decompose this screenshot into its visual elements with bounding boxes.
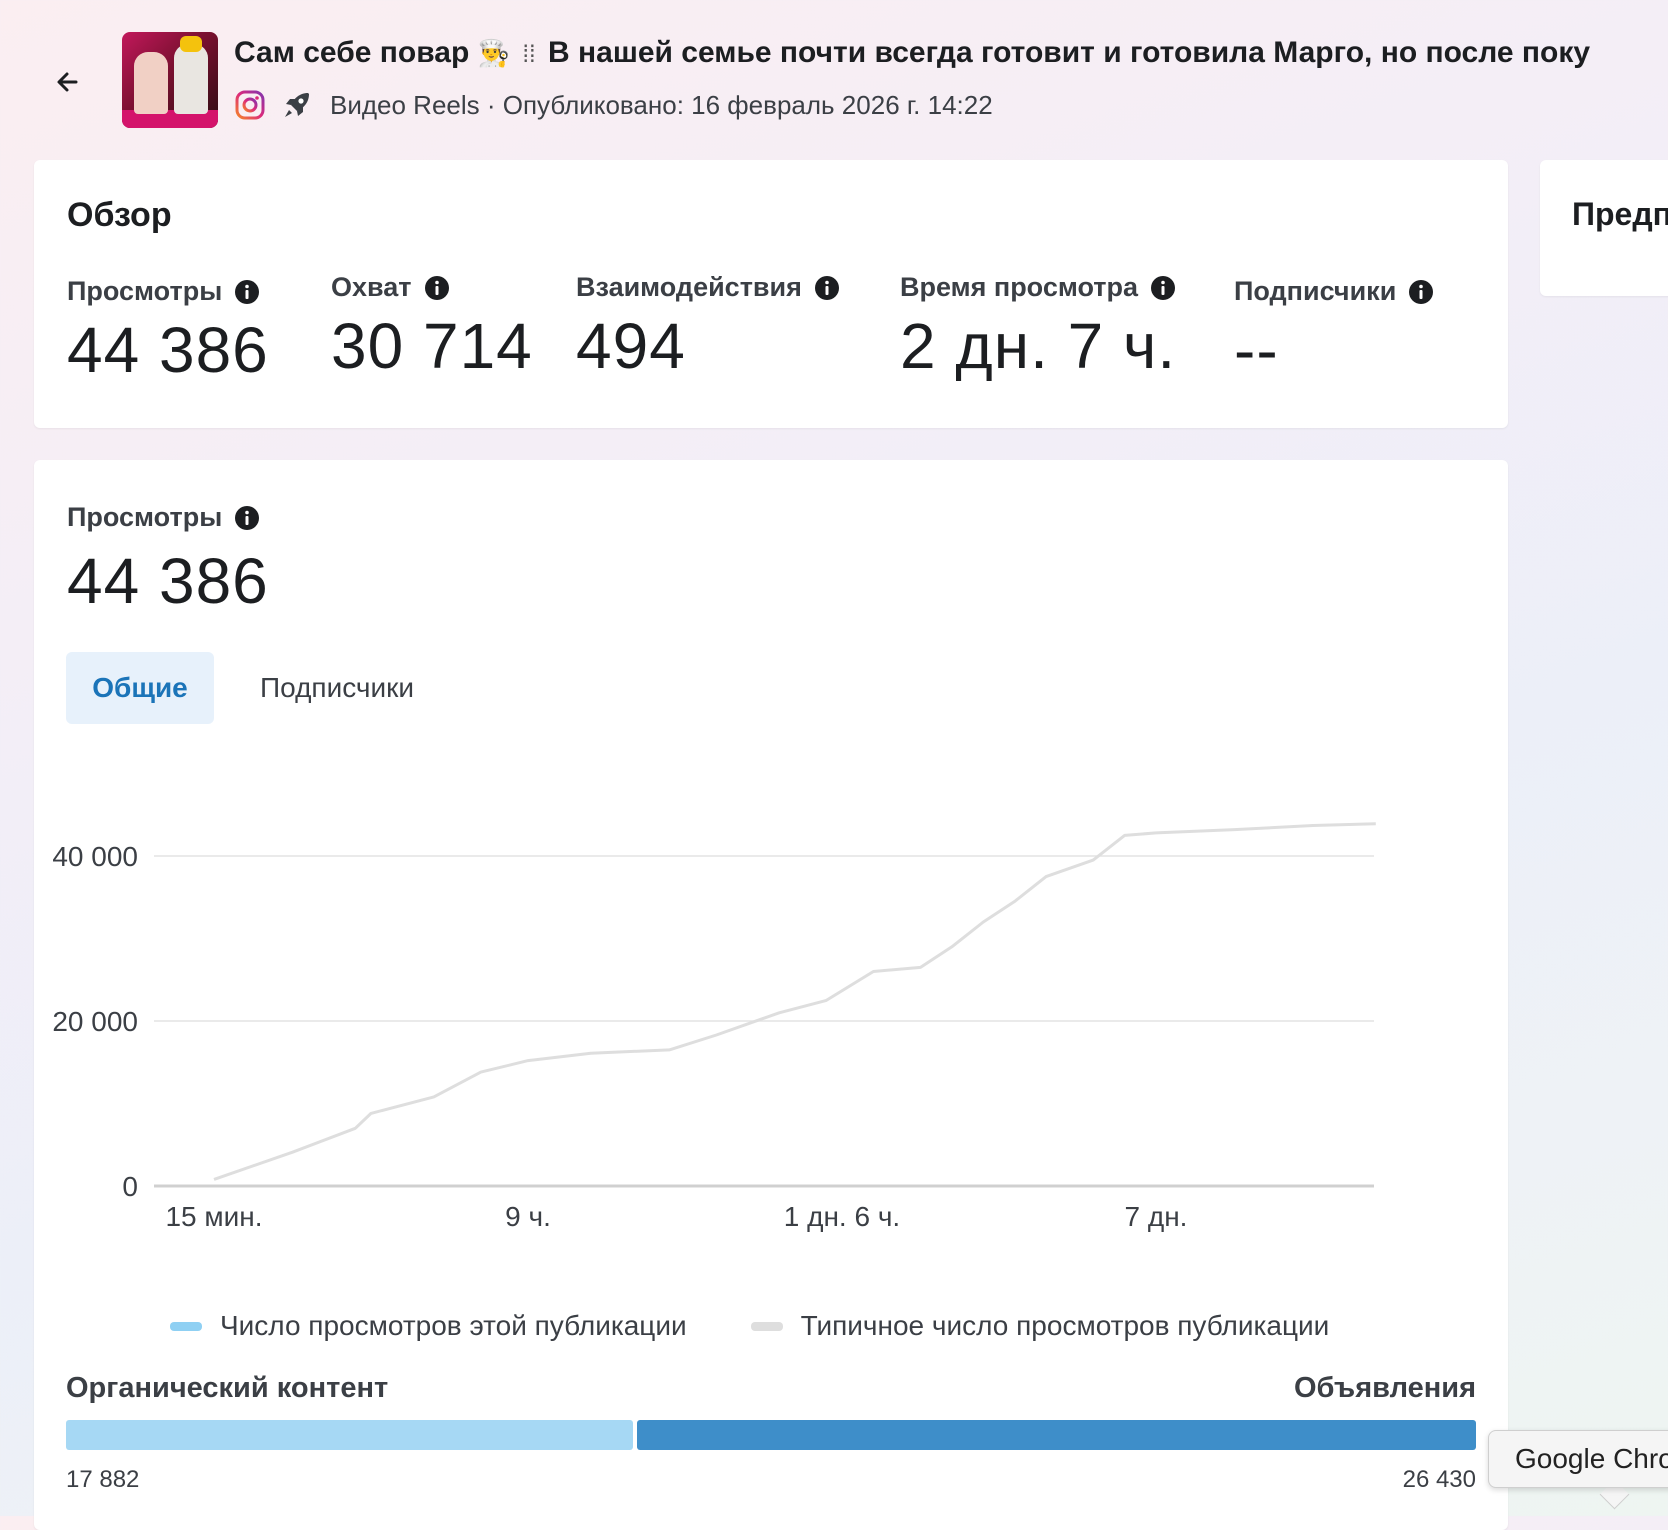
post-title-part2: В нашей семье почти всегда готовит и гот… [548, 36, 1591, 69]
tab-general[interactable]: Общие [66, 652, 214, 724]
metric-reach-label: Охват [331, 272, 412, 302]
organic-label: Органический контент [66, 1372, 389, 1404]
tooltip-text: Google Chro [1515, 1443, 1668, 1474]
metric-interactions-label: Взаимодействия [576, 272, 802, 302]
overview-title: Обзор [67, 196, 172, 234]
ads-value: 26 430 [1402, 1466, 1476, 1493]
metric-followers-value: -- [1234, 314, 1279, 386]
organic-bar-segment[interactable] [66, 1420, 634, 1450]
y-tick-label: 20 000 [52, 1006, 138, 1037]
tab-followers[interactable]: Подписчики [259, 672, 415, 703]
x-tick-label: 1 дн. 6 ч. [784, 1201, 900, 1232]
post-meta-row: Видео Reels · Опубликовано: 16 февраль 2… [234, 88, 993, 122]
chart-legend: Число просмотров этой публикации Типично… [170, 1310, 1393, 1342]
title-separator: ⁞⁞ [522, 41, 536, 68]
legend-item-typical[interactable]: Типичное число просмотров публикации [750, 1310, 1330, 1342]
views-value: 44 386 [67, 545, 269, 617]
metric-watch-time-label: Время просмотра [900, 272, 1139, 302]
info-icon[interactable] [1150, 275, 1176, 301]
y-tick-label: 40 000 [52, 841, 138, 872]
chef-emoji: 👨‍🍳 [477, 38, 510, 68]
organic-vs-ads-bar [66, 1420, 1476, 1450]
info-icon[interactable] [1408, 279, 1434, 305]
boost-rocket-icon[interactable] [280, 88, 314, 122]
back-button[interactable] [48, 62, 88, 102]
info-icon[interactable] [234, 279, 260, 305]
info-icon[interactable] [234, 505, 260, 531]
x-tick-label: 15 мин. [165, 1201, 262, 1232]
ads-bar-segment[interactable] [637, 1420, 1476, 1450]
typical-views-line[interactable] [213, 822, 1376, 1181]
legend-swatch-typical [750, 1321, 783, 1331]
legend-item-this-post[interactable]: Число просмотров этой публикации [170, 1310, 687, 1342]
legend-swatch-this-post [170, 1321, 202, 1331]
organic-value: 17 882 [66, 1466, 140, 1493]
views-label: Просмотры [67, 502, 223, 532]
back-arrow-icon [57, 72, 78, 92]
legend-label-this-post: Число просмотров этой публикации [220, 1310, 687, 1341]
metric-views-label: Просмотры [67, 276, 223, 306]
views-card: Просмотры 44 386 Общие Подписчики 40 000… [34, 460, 1508, 1530]
metric-interactions-value: 494 [576, 310, 686, 382]
metric-views-value: 44 386 [67, 314, 269, 386]
metric-reach: Охват 30 714 [331, 272, 533, 383]
metric-watch-time: Время просмотра 2 дн. 7 ч. [900, 272, 1176, 383]
legend-label-typical: Типичное число просмотров публикации [800, 1310, 1330, 1341]
post-header: Сам себе повар 👨‍🍳 ⁞⁞ В нашей семье почт… [0, 0, 1668, 150]
instagram-icon [235, 90, 265, 120]
metric-watch-time-value: 2 дн. 7 ч. [900, 310, 1177, 382]
metric-interactions: Взаимодействия 494 [576, 272, 840, 383]
post-thumbnail[interactable] [122, 32, 218, 128]
x-tick-label: 7 дн. [1125, 1201, 1188, 1232]
post-title: Сам себе повар 👨‍🍳 ⁞⁞ В нашей семье почт… [234, 36, 1590, 70]
metric-views: Просмотры 44 386 [67, 276, 269, 387]
metric-followers-label: Подписчики [1234, 276, 1397, 306]
preview-title: Предп [1572, 196, 1668, 232]
app-tooltip: Google Chro [1488, 1430, 1668, 1488]
y-tick-label: 0 [122, 1171, 138, 1202]
overview-card: Обзор Просмотры 44 386 Охват 30 714 Взаи… [34, 160, 1508, 428]
post-title-part1: Сам себе повар [234, 36, 470, 69]
views-label-row: Просмотры [67, 502, 260, 533]
post-subtitle: Видео Reels · Опубликовано: 16 февраль 2… [330, 89, 993, 120]
preview-card: Предп [1540, 160, 1668, 296]
info-icon[interactable] [814, 275, 840, 301]
metric-reach-value: 30 714 [331, 310, 533, 382]
metric-followers: Подписчики -- [1234, 276, 1434, 387]
views-chart: 40 000 20 000 0 15 мин. 9 ч. 1 дн. 6 ч. 7 дн. [52, 822, 1376, 1232]
ads-label: Объявления [1293, 1372, 1476, 1404]
info-icon[interactable] [424, 275, 450, 301]
x-tick-label: 9 ч. [505, 1201, 551, 1232]
